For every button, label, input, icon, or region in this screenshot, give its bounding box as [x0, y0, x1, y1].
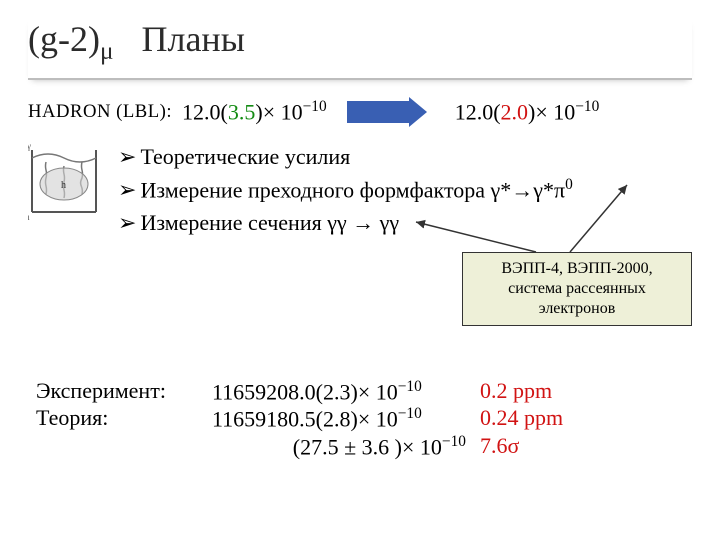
row1-val-text: 11659208.0(2.3)× 10 — [212, 379, 398, 404]
title-row: (g-2)μ Планы — [28, 18, 692, 80]
hadron-val1-exp: −10 — [303, 98, 327, 115]
row2-ppm: 0.24 ppm — [466, 405, 606, 432]
svg-text:h: h — [61, 180, 66, 191]
row1-value: 11659208.0(2.3)× 10−10 — [212, 378, 466, 405]
bullet-1-text: Теоретические усилия — [140, 144, 350, 169]
hadron-val1-green: 3.5 — [228, 100, 256, 125]
results-table: Эксперимент: 11659208.0(2.3)× 10−10 0.2 … — [36, 378, 606, 460]
table-row: Теория: 11659180.5(2.8)× 10−10 0.24 ppm — [36, 405, 606, 432]
row2-value: 11659180.5(2.8)× 10−10 — [212, 405, 466, 432]
bullet-list: ➢Теоретические усилия ➢Измерение преходн… — [118, 140, 573, 239]
block-arrow-icon — [347, 101, 409, 123]
hadron-val2-post: )× 10 — [528, 100, 575, 125]
bullet-3-sym: γγ → γγ — [327, 210, 399, 235]
callout-line-3: электронов — [471, 299, 683, 319]
title-mu: μ — [100, 38, 114, 65]
row1-label: Эксперимент: — [36, 378, 212, 405]
diagram-row: h γ μ ➢Теоретические усилия ➢Измерение п… — [28, 140, 692, 239]
hadron-val2-pre: 12.0( — [455, 100, 501, 125]
table-row: (27.5 ± 3.6 )× 10−10 7.6σ — [36, 433, 606, 460]
row3-ppm: 7.6σ — [466, 433, 606, 460]
row2-exp: −10 — [398, 405, 422, 422]
hadron-val1-post: )× 10 — [255, 100, 302, 125]
hadron-val2-red: 2.0 — [501, 100, 529, 125]
row2-label: Теория: — [36, 405, 212, 432]
row3-value: (27.5 ± 3.6 )× 10−10 — [212, 433, 466, 460]
bullet-2-sup: 0 — [565, 176, 573, 193]
row3-label — [36, 433, 212, 460]
bullet-3-pre: Измерение сечения — [140, 210, 327, 235]
svg-text:μ: μ — [28, 212, 30, 220]
bullet-2-sym: γ*→γ*π — [491, 177, 566, 202]
hadron-row: HADRON (LBL): 12.0(3.5)× 10−10 12.0(2.0)… — [28, 98, 692, 125]
bullet-1: ➢Теоретические усилия — [118, 140, 573, 173]
row1-ppm: 0.2 ppm — [466, 378, 606, 405]
title-g2-text: (g-2) — [28, 19, 100, 59]
hadron-val1-pre: 12.0( — [182, 100, 228, 125]
bullet-2-pre: Измерение преходного формфактора — [140, 177, 490, 202]
hadron-val2-exp: −10 — [575, 98, 599, 115]
callout-line-1: ВЭПП-4, ВЭПП-2000, — [471, 259, 683, 279]
bullet-marker-icon: ➢ — [118, 140, 136, 173]
title-plans: Планы — [141, 18, 244, 60]
callout-box: ВЭПП-4, ВЭПП-2000, система рассеянных эл… — [462, 252, 692, 326]
title-g2: (g-2)μ — [28, 18, 113, 66]
bullet-2: ➢Измерение преходного формфактора γ*→γ*π… — [118, 173, 573, 206]
row3-exp: −10 — [442, 433, 466, 450]
hadron-val2: 12.0(2.0)× 10−10 — [455, 98, 600, 125]
callout-line-2: система рассеянных — [471, 279, 683, 299]
hadron-val1: 12.0(3.5)× 10−10 — [182, 98, 327, 125]
hadron-label: HADRON (LBL): — [28, 101, 172, 123]
svg-text:γ: γ — [28, 141, 31, 151]
row1-exp: −10 — [398, 378, 422, 395]
feynman-diagram-icon: h γ μ — [28, 140, 100, 220]
bullet-3: ➢Измерение сечения γγ → γγ — [118, 206, 573, 239]
row3-val-text: (27.5 ± 3.6 )× 10 — [293, 434, 442, 459]
slide-root: (g-2)μ Планы HADRON (LBL): 12.0(3.5)× 10… — [0, 0, 720, 540]
row2-val-text: 11659180.5(2.8)× 10 — [212, 407, 398, 432]
table-row: Эксперимент: 11659208.0(2.3)× 10−10 0.2 … — [36, 378, 606, 405]
bullet-marker-icon: ➢ — [118, 173, 136, 206]
bullet-marker-icon: ➢ — [118, 206, 136, 239]
